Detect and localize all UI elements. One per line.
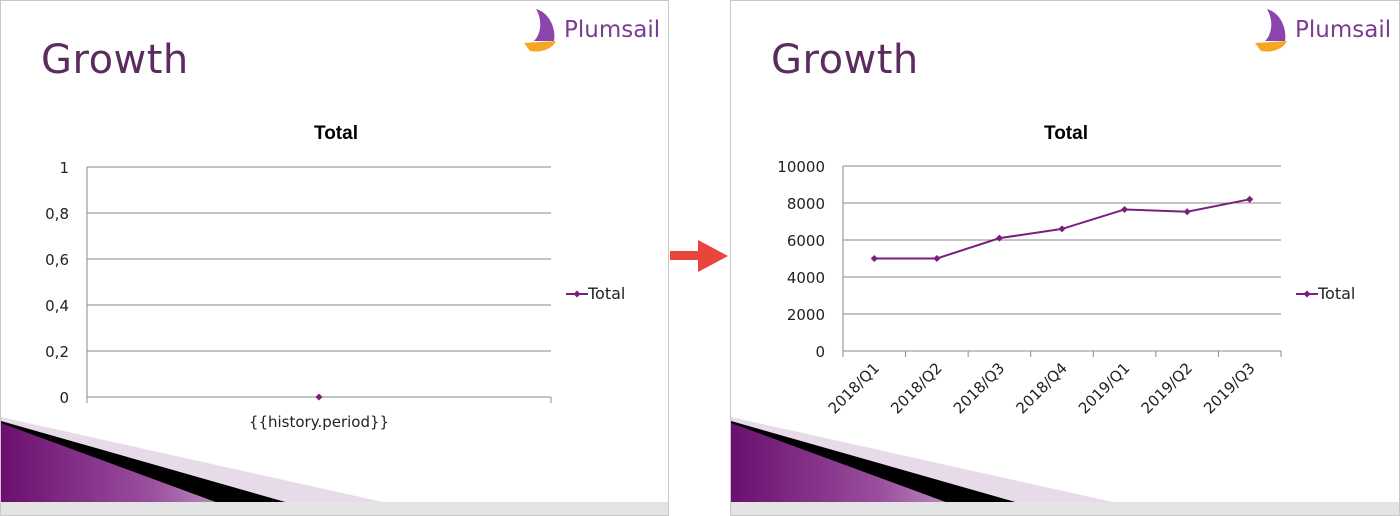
slide-title: Growth — [771, 37, 919, 83]
legend-marker — [1303, 290, 1311, 298]
data-point — [995, 234, 1003, 242]
x-tick-label: {{history.period}} — [249, 413, 389, 431]
slide-template: Growth Plumsail Total 0 0,2 0,4 0,6 0,8 1 {{his… — [0, 0, 669, 516]
plumsail-logo: Plumsail — [522, 7, 662, 53]
y-tick-label: 0,8 — [45, 205, 69, 223]
chart-title: Total — [314, 123, 358, 144]
data-point — [1183, 208, 1191, 216]
legend-label: Total — [1317, 284, 1355, 303]
y-tick-label: 0 — [815, 343, 825, 361]
x-tick-label: 2019/Q3 — [1200, 359, 1258, 417]
y-tick-label: 6000 — [787, 232, 825, 250]
y-tick-label: 4000 — [787, 269, 825, 287]
slide-decoration — [1, 417, 441, 515]
slide-decoration — [731, 417, 1171, 515]
x-tick-label: 2018/Q1 — [825, 359, 883, 417]
y-tick-label: 10000 — [777, 158, 825, 176]
y-tick-label: 0,4 — [45, 297, 69, 315]
data-point — [1058, 225, 1066, 233]
logo-text: Plumsail — [1295, 17, 1392, 43]
logo-text: Plumsail — [564, 17, 661, 43]
y-tick-label: 8000 — [787, 195, 825, 213]
arrow-right-icon — [670, 240, 728, 272]
legend-marker — [573, 290, 581, 298]
legend-label: Total — [587, 284, 625, 303]
y-tick-label: 0,6 — [45, 251, 69, 269]
data-point — [933, 254, 941, 263]
chart-template: Total 0 0,2 0,4 0,6 0,8 1 {{history.period}} Tot… — [45, 123, 625, 431]
x-tick-label: 2018/Q2 — [887, 359, 945, 417]
data-point — [1121, 205, 1129, 214]
y-tick-label: 0,2 — [45, 343, 69, 361]
slide-bottom-bar — [1, 502, 668, 515]
plumsail-logo: Plumsail — [1253, 7, 1393, 53]
x-tick-label: 2019/Q1 — [1075, 359, 1133, 417]
y-tick-label: 0 — [59, 389, 69, 407]
slide-bottom-bar — [731, 502, 1399, 515]
sail-logo-icon — [524, 9, 556, 52]
x-tick-label: 2018/Q4 — [1012, 359, 1070, 417]
y-tick-label: 2000 — [787, 306, 825, 324]
data-point — [870, 254, 878, 263]
data-point — [315, 393, 323, 401]
slide-title: Growth — [41, 37, 189, 83]
chart-title: Total — [1044, 123, 1088, 144]
y-tick-label: 1 — [59, 159, 69, 177]
data-point — [1246, 195, 1254, 203]
x-tick-label: 2019/Q2 — [1138, 359, 1196, 417]
x-tick-label: 2018/Q3 — [950, 359, 1008, 417]
sail-logo-icon — [1255, 9, 1287, 52]
slide-result: Growth Plumsail Total 0 2000 4000 6000 8000 10… — [730, 0, 1400, 516]
